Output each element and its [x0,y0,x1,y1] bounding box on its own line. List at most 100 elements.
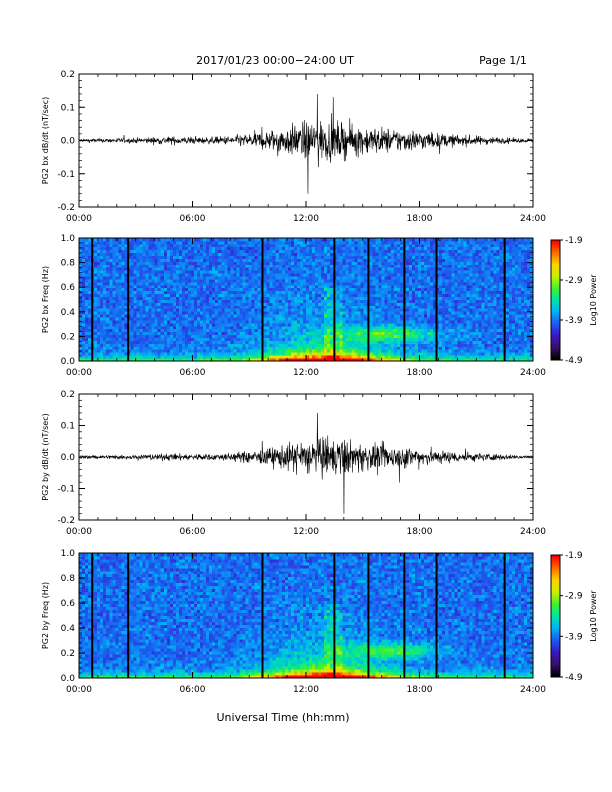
spectrogram-cell [372,337,377,341]
spectrogram-cell [293,308,298,312]
spectrogram-cell [257,270,261,274]
spectrogram-cell [203,343,207,347]
spectrogram-cell [106,325,110,330]
spectrogram-cell [254,270,258,274]
spectrogram-cell [118,290,122,295]
spectrogram-cell [399,296,404,300]
spectrogram-cell [130,293,134,297]
spectrogram-cell [293,246,298,251]
spectrogram-cell [284,320,289,324]
spectrogram-cell [206,276,210,280]
spectrogram-cell [166,287,171,292]
spectrogram-cell [245,255,249,259]
spectrogram-cell [263,328,268,333]
spectrogram-cell [296,322,301,327]
spectrogram-cell [408,267,413,271]
spectrogram-cell [354,296,358,300]
spectrogram-cell [269,328,274,333]
spectrogram-cell [142,322,146,327]
spectrogram-cell [218,261,222,265]
spectrogram-cell [215,287,219,292]
spectrogram-cell [103,270,107,274]
spectrogram-cell [296,238,301,242]
spectrogram-cell [321,352,325,356]
spectrogram-cell [103,296,107,300]
spectrogram-cell [184,258,189,262]
spectrogram-cell [88,276,92,280]
spectrogram-cell [85,246,89,251]
spectrogram-cell [166,308,171,312]
spectrogram-cell [360,276,364,280]
spectrogram-cell [145,355,150,359]
spectrogram-cell [299,270,304,274]
spectrogram-cell [266,261,271,265]
spectrogram-cell [363,273,367,277]
spectrogram-cell [393,320,398,324]
spectrogram-cell [130,284,134,289]
spectrogram-cell [124,246,128,251]
spectrogram-cell [399,328,404,333]
spectrogram-cell [190,276,195,280]
spectrogram-cell [330,281,334,286]
spectrogram-cell [324,331,328,336]
spectrogram-cell [160,249,165,254]
spectrogram-cell [184,261,189,265]
spectrogram-cell [148,328,153,333]
spectrogram-cell [384,261,389,265]
spectrogram-cell [278,270,283,274]
spectrogram-cell [227,346,231,350]
spectrogram-cell [242,314,246,318]
spectrogram-cell [97,328,101,333]
spectrogram-cell [269,290,274,295]
spectrogram-cell [354,249,358,254]
spectrogram-cell [221,302,225,306]
spectrogram-cell [212,243,216,248]
spectrogram-cell [166,255,171,259]
spectrogram-cell [178,337,183,341]
spectrogram-cell [245,322,249,327]
spectrogram-cell [142,284,146,289]
spectrogram-cell [369,240,373,245]
spectrogram-cell [163,299,168,303]
spectrogram-cell [236,258,240,262]
spectrogram-cell [315,355,319,359]
spectrogram-cell [348,238,352,242]
spectrogram-cell [384,279,389,283]
spectrogram-cell [339,240,343,245]
spectrogram-cell [218,349,222,353]
spectrogram-cell [88,284,92,289]
spectrogram-cell [312,287,316,292]
spectrogram-cell [293,293,298,297]
spectrogram-cell [345,340,349,344]
spectrogram-cell [130,343,134,347]
spectrogram-cell [345,279,349,283]
spectrogram-cell [354,358,358,362]
spectrogram-cell [133,258,137,262]
spectrogram-cell [414,340,419,344]
spectrogram-cell [336,249,340,254]
spectrogram-cell [263,238,268,242]
spectrogram-cell [112,276,116,280]
spectrogram-cell [163,273,168,277]
spectrogram-cell [88,343,92,347]
spectrogram-cell [136,355,140,359]
spectrogram-cell [284,311,289,315]
spectrogram-cell [396,358,401,362]
spectrogram-cell [121,331,125,336]
spectrogram-cell [369,255,373,259]
spectrogram-cell [315,258,319,262]
spectrogram-cell [236,305,240,309]
spectrogram-cell [281,281,286,286]
spectrogram-cell [230,320,234,324]
spectrogram-cell [290,317,295,321]
spectrogram-cell [227,261,231,265]
spectrogram-cell [278,276,283,280]
spectrogram-cell [424,314,428,318]
spectrogram-cell [378,317,383,321]
spectrogram-cell [375,314,380,318]
spectrogram-cell [118,252,122,256]
spectrogram-cell [306,276,310,280]
spectrogram-cell [115,261,119,265]
spectrogram-cell [387,284,392,289]
spectrogram-cell [236,311,240,315]
